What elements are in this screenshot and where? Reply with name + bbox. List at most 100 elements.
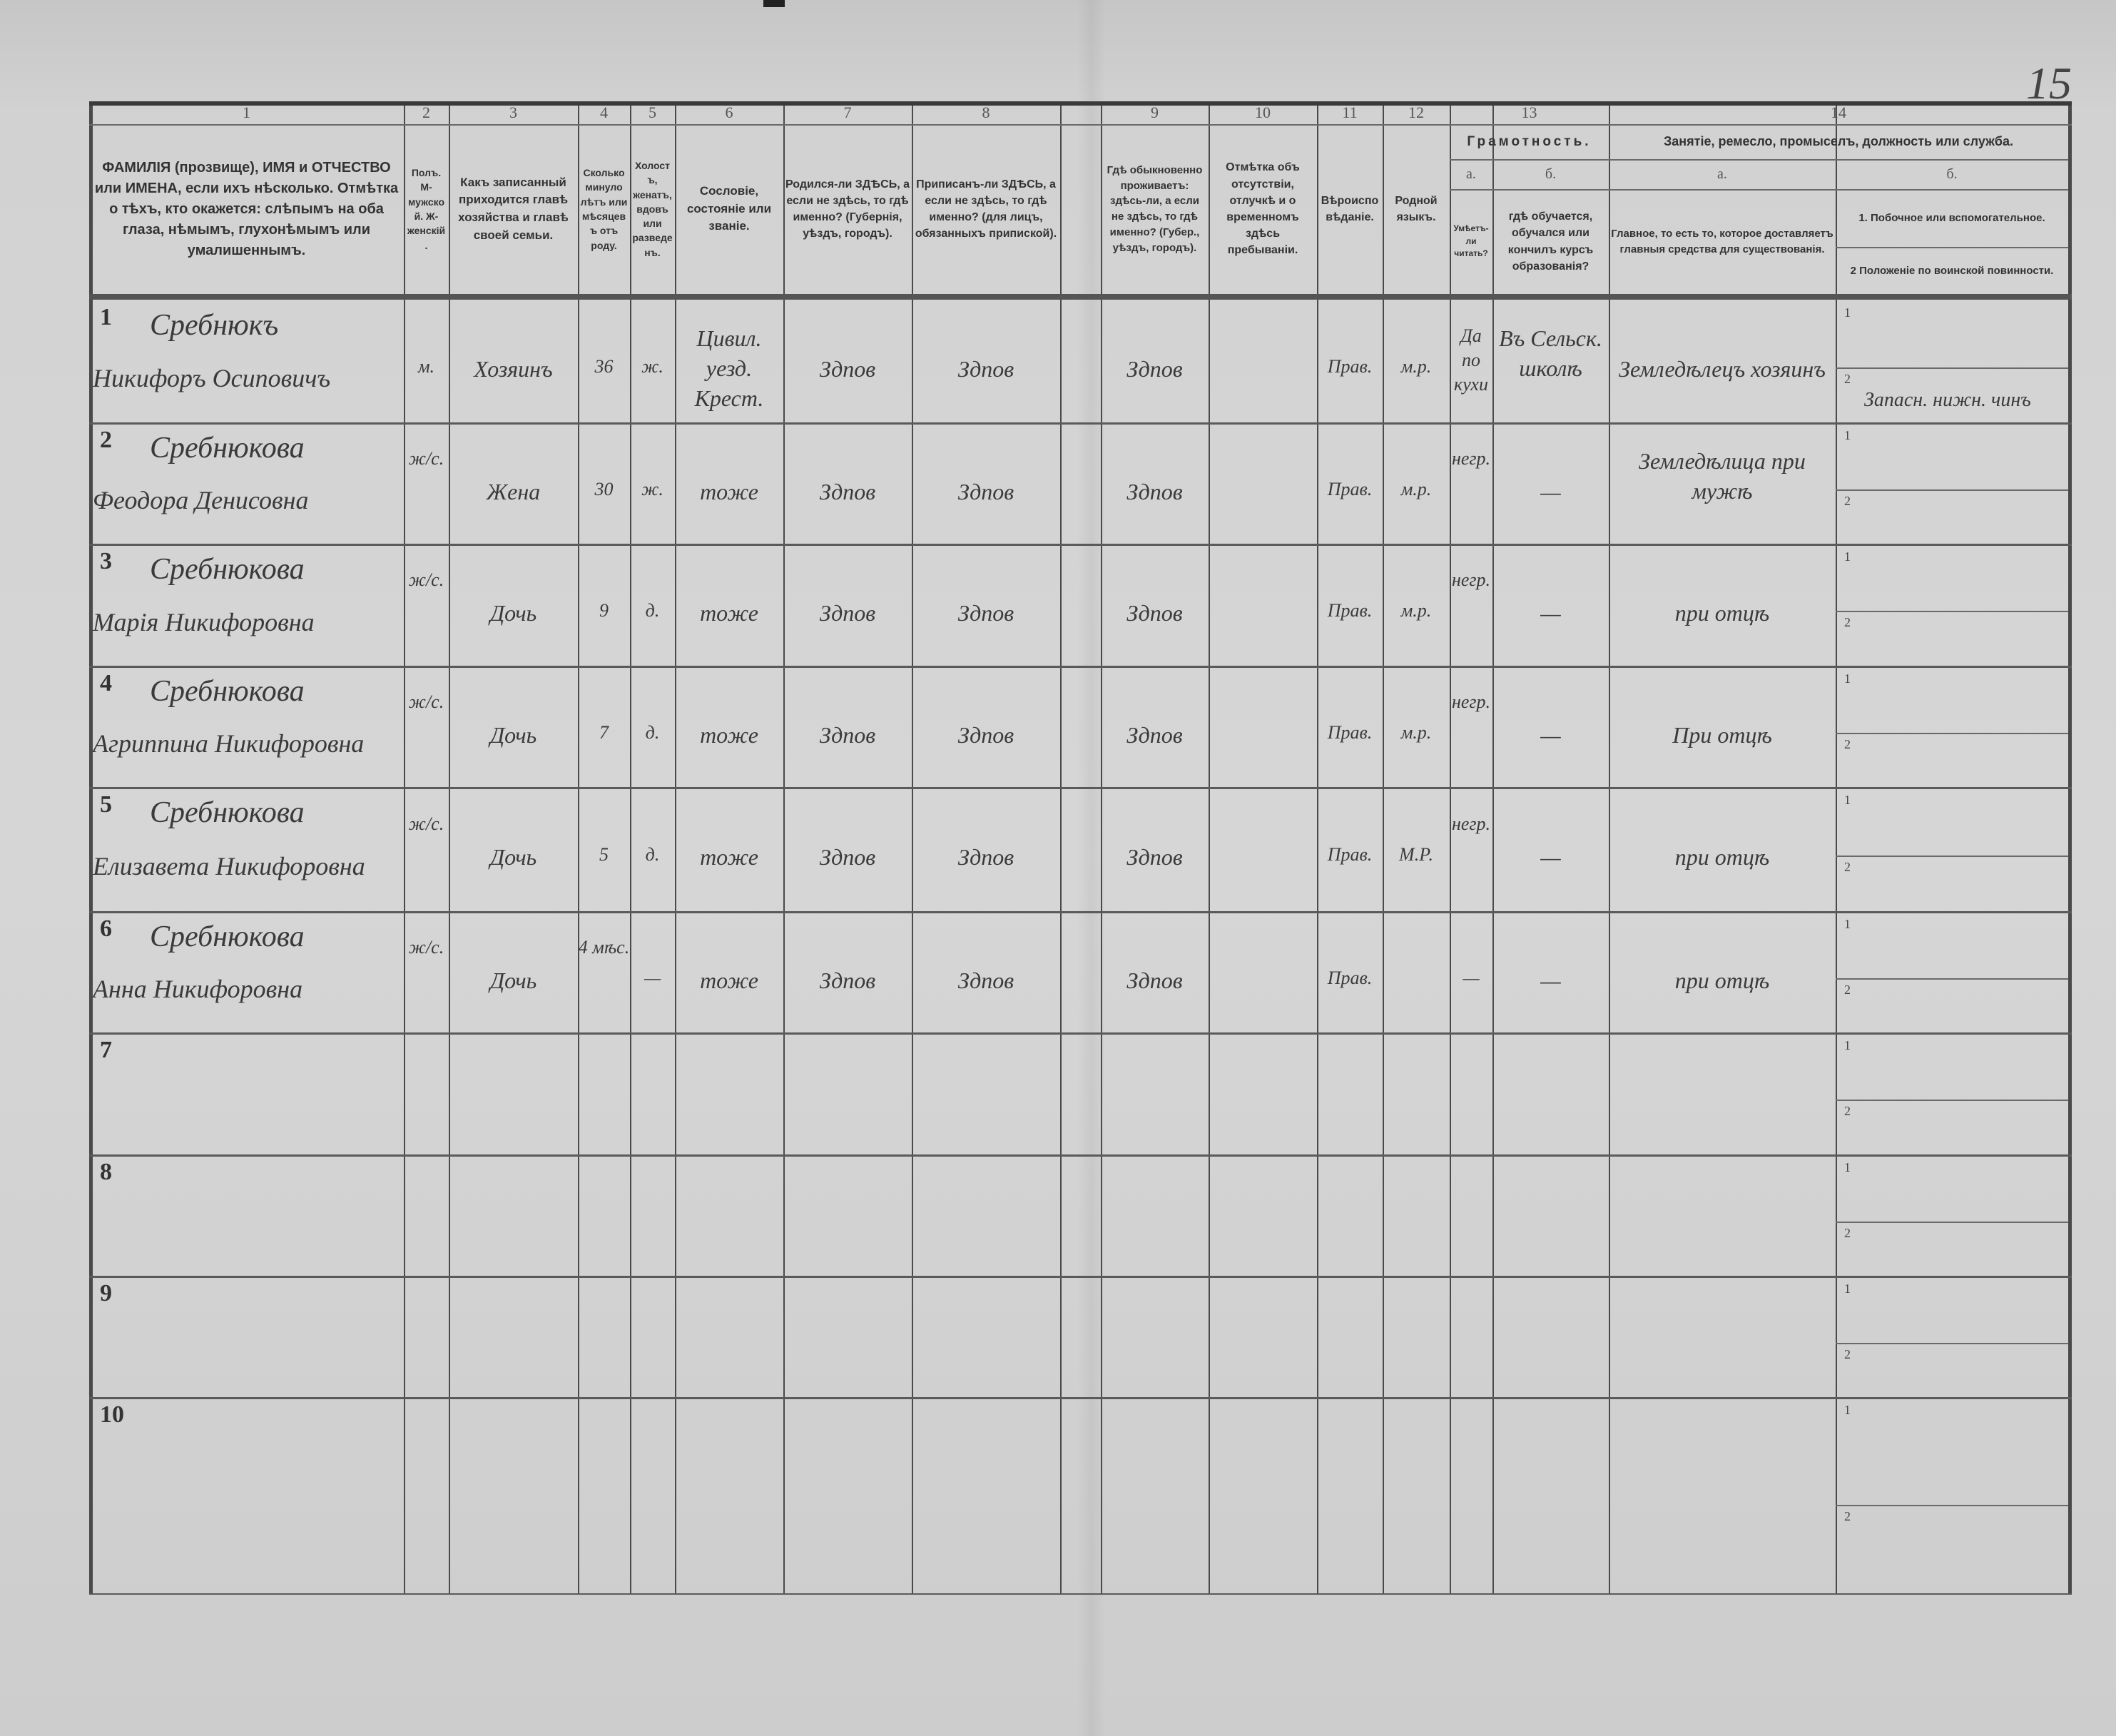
cell-estate: Цивил. уезд. Крест. xyxy=(694,325,764,411)
sub-label-1: 1 xyxy=(1844,1160,1851,1174)
cell-sex: ж/с. xyxy=(408,937,444,958)
header-col14: Занятіе, ремесло, промыселъ, должность и… xyxy=(1663,134,2014,149)
header-col13b_letter: б. xyxy=(1545,166,1557,182)
row-divider xyxy=(89,666,2072,668)
column-number: 6 xyxy=(725,103,733,122)
cell-born: Здпов xyxy=(819,599,876,626)
cell-language: м.р. xyxy=(1400,599,1432,621)
cell-marital: ж. xyxy=(641,356,663,377)
column-divider xyxy=(912,101,913,1593)
sub-label-1: 1 xyxy=(1844,1281,1851,1296)
column-divider xyxy=(89,101,93,1593)
header-col11: Вѣроисповѣданіе. xyxy=(1321,194,1379,223)
cell-education: — xyxy=(1540,599,1561,626)
header-bottom-line xyxy=(89,294,2072,300)
cell-registered: Здпов xyxy=(957,356,1014,382)
column-divider xyxy=(1609,101,1610,1593)
cell-education: — xyxy=(1540,844,1561,870)
cell-sex: м. xyxy=(417,356,435,377)
cell-literate: негр. xyxy=(1451,813,1491,834)
sub-label-2: 2 xyxy=(1844,1226,1851,1240)
cell-occupation: при отцѣ xyxy=(1674,844,1770,870)
cell-estate: тоже xyxy=(700,721,758,748)
cell-literate: негр. xyxy=(1451,448,1491,469)
cell-literate: негр. xyxy=(1451,569,1491,591)
cell-education: — xyxy=(1540,721,1561,748)
sub-label-2: 2 xyxy=(1844,615,1851,629)
cell-occ-2: Запасн. нижн. чинъ xyxy=(1864,389,2031,411)
scan-mark xyxy=(763,0,785,7)
cell-age: 36 xyxy=(594,356,614,377)
row-divider xyxy=(89,1154,2072,1157)
header-col7: Родился-ли ЗДѢСЬ, а если не здѣсь, то гд… xyxy=(785,178,910,240)
row-number: 4 xyxy=(100,670,112,696)
table-top-border xyxy=(89,101,2072,106)
surname: Сребнюкова xyxy=(150,675,305,708)
cell-religion: Прав. xyxy=(1327,721,1373,743)
cell-occupation: Земледѣлица при мужѣ xyxy=(1639,448,1806,504)
column-number: 2 xyxy=(422,103,430,122)
header-col9: Гдѣ обыкновенно проживаетъ: здѣсь-ли, а … xyxy=(1107,163,1203,254)
subheader-line xyxy=(1450,189,2068,191)
sub-label-1: 1 xyxy=(1844,1403,1851,1417)
row-number: 2 xyxy=(100,427,112,453)
cell-registered: Здпов xyxy=(957,721,1014,748)
cell-sex: ж/с. xyxy=(408,813,444,834)
column-divider xyxy=(1383,101,1384,1593)
cell-literate: — xyxy=(1463,967,1480,988)
cell-relation: Дочь xyxy=(489,844,537,870)
column-divider xyxy=(1060,101,1062,1593)
cell-estate: тоже xyxy=(700,599,758,626)
header-col13a: Умѣетъ-ли читать? xyxy=(1453,223,1489,259)
sub-label-2: 2 xyxy=(1844,1509,1851,1523)
sub-label-1: 1 xyxy=(1844,428,1851,442)
cell-religion: Прав. xyxy=(1327,844,1373,866)
sub-label-1: 1 xyxy=(1844,549,1851,564)
column-divider xyxy=(578,101,579,1593)
header-col14b_letter: б. xyxy=(1946,166,1958,182)
subheader-line xyxy=(1836,247,2068,248)
header-col13a_letter: а. xyxy=(1466,166,1476,182)
cell-language: м.р. xyxy=(1400,478,1432,499)
header-col6: Сословіе, состояніе или званіе. xyxy=(686,184,772,233)
sub-label-1: 1 xyxy=(1844,1038,1851,1052)
sub-row-divider xyxy=(1836,733,2068,734)
column-number: 1 xyxy=(243,103,250,122)
sub-label-1: 1 xyxy=(1844,671,1851,686)
sub-label-1: 1 xyxy=(1844,917,1851,931)
surname: Сребнюкова xyxy=(150,920,305,953)
cell-language: м.р. xyxy=(1400,356,1432,377)
cell-resides: Здпов xyxy=(1126,478,1183,504)
surname: Сребнюкъ xyxy=(150,309,279,342)
subheader-line xyxy=(1450,159,2068,161)
column-divider xyxy=(1209,101,1210,1593)
sub-label-1: 1 xyxy=(1844,793,1851,807)
sub-label-2: 2 xyxy=(1844,860,1851,874)
column-divider xyxy=(630,101,631,1593)
cell-age: 7 xyxy=(599,721,609,743)
cell-language: м.р. xyxy=(1400,721,1432,743)
cell-born: Здпов xyxy=(819,356,876,382)
sub-row-divider xyxy=(1836,856,2068,857)
cell-born: Здпов xyxy=(819,844,876,870)
sub-row-divider xyxy=(1836,978,2068,980)
cell-registered: Здпов xyxy=(957,599,1014,626)
cell-born: Здпов xyxy=(819,478,876,504)
cell-education: Въ Сельск. школѣ xyxy=(1499,325,1602,381)
header-col2: Полъ. М-мужской. Ж-женскій. xyxy=(407,167,446,251)
column-divider xyxy=(2068,101,2072,1593)
cell-age: 30 xyxy=(594,478,614,499)
column-number: 7 xyxy=(843,103,852,122)
cell-estate: тоже xyxy=(700,967,758,993)
cell-resides: Здпов xyxy=(1126,599,1183,626)
sub-row-divider xyxy=(1836,367,2068,369)
given-names: Агриппина Никифоровна xyxy=(93,729,365,758)
sub-label-2: 2 xyxy=(1844,737,1851,751)
column-number: 12 xyxy=(1408,103,1424,122)
cell-relation: Дочь xyxy=(489,721,537,748)
header-col8: Приписанъ-ли ЗДѢСЬ, а если не здѣсь, то … xyxy=(915,178,1057,240)
sub-label-2: 2 xyxy=(1844,983,1851,997)
cell-marital: д. xyxy=(645,599,660,621)
cell-resides: Здпов xyxy=(1126,721,1183,748)
surname: Сребнюкова xyxy=(150,432,305,465)
